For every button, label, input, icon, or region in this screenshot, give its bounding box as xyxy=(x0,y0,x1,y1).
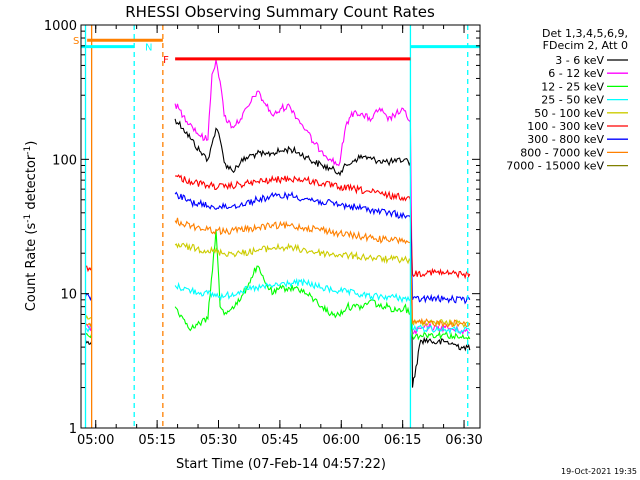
legend-header-0: Det 1,3,4,5,6,9, xyxy=(542,27,628,40)
flag-label-0: S xyxy=(73,36,79,47)
y-axis-label: Count Rate (s-1 detector-1) xyxy=(23,141,39,312)
legend-label-5: 100 - 300 keV xyxy=(527,120,604,133)
y-tick-label-3: 1000 xyxy=(44,19,77,34)
legend-label-7: 800 - 7000 keV xyxy=(520,146,604,159)
series-line-5 xyxy=(85,174,471,280)
overlay-layer: S NF xyxy=(73,25,480,428)
x-axis-label: Start Time (07-Feb-14 04:57:22) xyxy=(176,457,386,472)
series-line-7 xyxy=(85,217,471,328)
x-tick-label-0: 05:00 xyxy=(77,433,114,448)
legend-label-8: 7000 - 15000 keV xyxy=(506,160,604,173)
axis-layer: 05:00 05:15 05:30 05:45 06:00 06:15 06:30 1 10 10… xyxy=(44,19,483,448)
flag-label-3: F xyxy=(163,55,169,66)
legend-label-3: 25 - 50 keV xyxy=(541,94,604,107)
y-axis-label-part2: detector xyxy=(24,154,39,214)
x-tick-label-2: 05:30 xyxy=(200,433,237,448)
legend-label-2: 12 - 25 keV xyxy=(541,80,604,93)
x-tick-label-1: 05:15 xyxy=(138,433,175,448)
x-tick-label-3: 05:45 xyxy=(261,433,298,448)
y-tick-label-2: 100 xyxy=(52,153,77,168)
series-line-6 xyxy=(84,191,471,305)
legend-label-6: 300 - 800 keV xyxy=(527,133,604,146)
legend-header-1: FDecim 2, Att 0 xyxy=(543,39,628,52)
series-line-0 xyxy=(85,118,471,388)
legend: Det 1,3,4,5,6,9,FDecim 2, Att 0 3 - 6 keV… xyxy=(506,27,628,173)
plot-frame xyxy=(80,24,481,429)
x-tick-label-6: 06:30 xyxy=(445,433,482,448)
x-tick-label-4: 06:00 xyxy=(323,433,360,448)
footer-timestamp: 19-Oct-2021 19:35 xyxy=(561,467,637,476)
chart-title: RHESSI Observing Summary Count Rates xyxy=(125,3,435,21)
series-line-2 xyxy=(85,229,471,341)
y-tick-label-1: 10 xyxy=(60,288,77,303)
y-axis-label-part1: Count Rate (s xyxy=(24,223,39,312)
y-axis-label-sup1: -1 xyxy=(23,214,33,223)
y-tick-label-0: 1 xyxy=(69,422,77,437)
legend-label-1: 6 - 12 keV xyxy=(548,67,604,80)
x-tick-label-5: 06:15 xyxy=(384,433,421,448)
legend-label-0: 3 - 6 keV xyxy=(555,54,604,67)
y-axis-label-sup2: -1 xyxy=(23,146,33,155)
legend-label-4: 50 - 100 keV xyxy=(534,107,604,120)
data-layer xyxy=(84,59,471,388)
flag-label-1: N xyxy=(145,43,152,54)
y-axis-label-part3: ) xyxy=(24,141,39,146)
